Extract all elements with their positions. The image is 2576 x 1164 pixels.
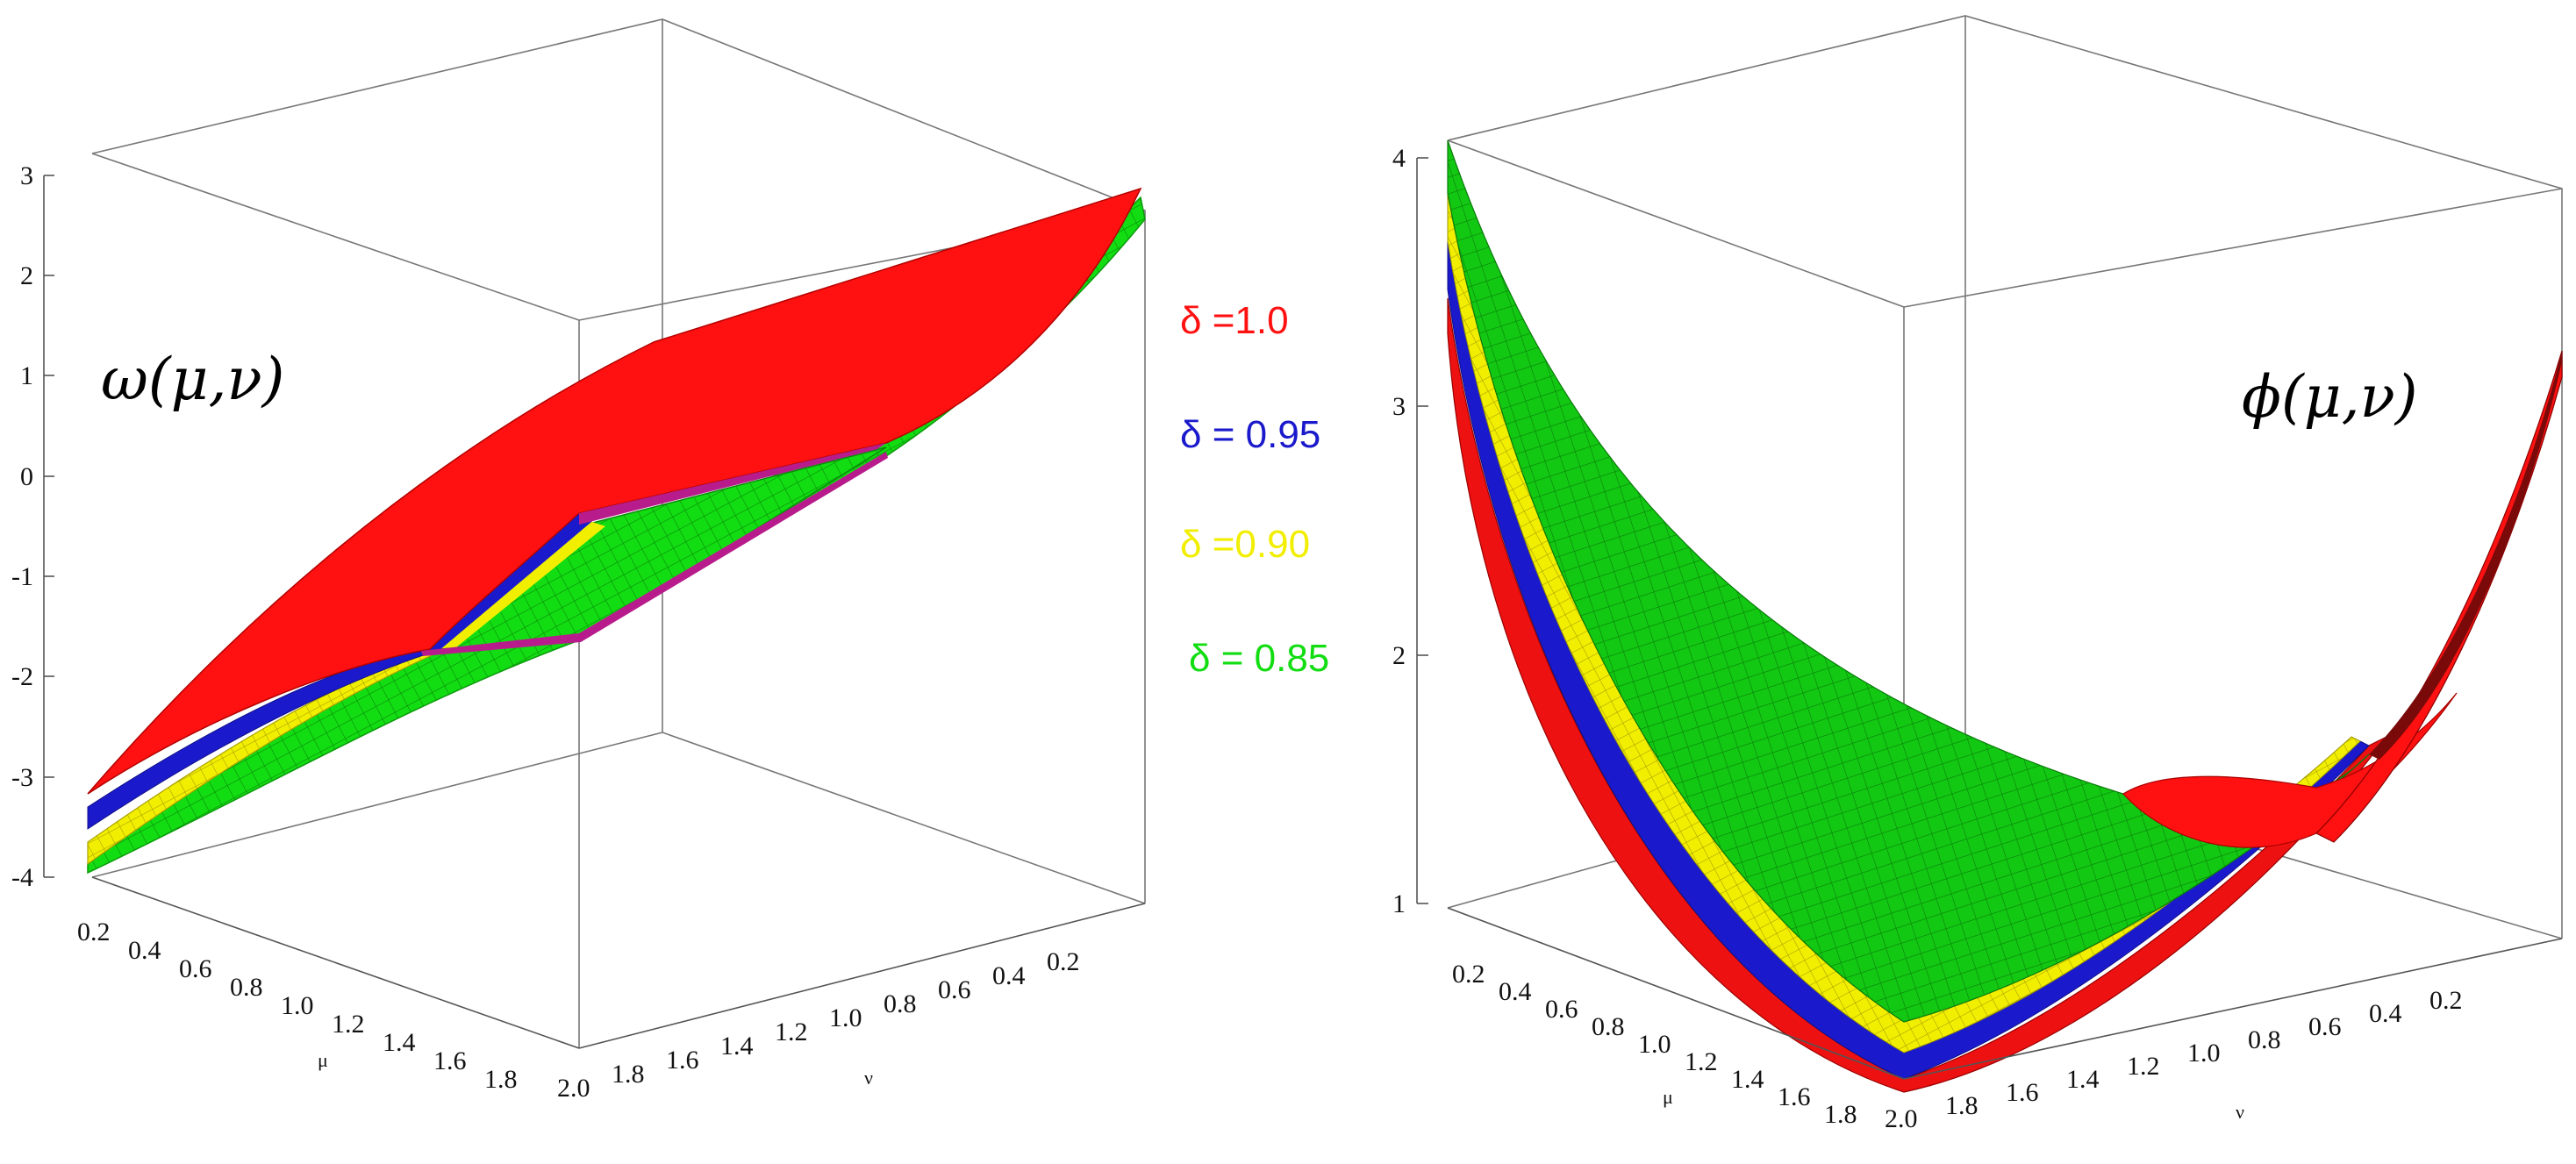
phi-mu-tick: 0.6 xyxy=(1545,995,1578,1024)
omega-nu-tick: 0.8 xyxy=(884,989,917,1018)
phi-mu-tick: 0.2 xyxy=(1452,960,1485,989)
omega-mu-tick: 1.8 xyxy=(484,1065,518,1094)
phi-surfaces xyxy=(1447,139,2563,1093)
omega-nu-tick: 1.2 xyxy=(775,1018,808,1046)
legend-entry-delta-0-95: δ = 0.95 xyxy=(1180,413,1320,456)
omega-mu-tick: 0.2 xyxy=(77,918,111,946)
omega-chart: 3 2 1 0 -1 -2 -3 -4 0.2 0.4 0.6 0.8 1.0 … xyxy=(11,18,1146,1103)
omega-nu-tick: 1.6 xyxy=(666,1046,699,1075)
phi-z-tick: 4 xyxy=(1392,144,1406,173)
omega-mu-tick: 0.4 xyxy=(128,936,161,965)
omega-z-tick: -4 xyxy=(11,863,33,892)
omega-mu-tick: 0.8 xyxy=(230,973,263,1002)
phi-mu-tick: 1.2 xyxy=(1685,1047,1718,1076)
legend-entry-delta-1-0: δ =1.0 xyxy=(1180,299,1289,342)
phi-nu-tick: 2.0 xyxy=(1885,1104,1918,1133)
omega-nu-tick: 0.2 xyxy=(1047,947,1080,976)
phi-nu-tick: 0.2 xyxy=(2429,986,2463,1015)
omega-nu-tick: 1.8 xyxy=(612,1060,645,1089)
omega-mu-tick: 1.6 xyxy=(433,1046,467,1075)
phi-mu-tick: 1.4 xyxy=(1731,1065,1764,1094)
omega-z-tick: -3 xyxy=(11,763,33,792)
omega-nu-tick: 1.0 xyxy=(829,1003,862,1032)
phi-nu-axis: 2.0 1.8 1.6 1.4 1.2 1.0 0.8 0.6 0.4 0.2 … xyxy=(1885,938,2563,1133)
omega-nu-tick: 2.0 xyxy=(557,1074,590,1103)
omega-z-axis: 3 2 1 0 -1 -2 -3 -4 xyxy=(11,161,54,892)
omega-z-tick: 3 xyxy=(20,161,33,190)
phi-z-tick: 2 xyxy=(1392,641,1406,670)
omega-nu-tick: 0.4 xyxy=(992,961,1026,990)
omega-surfaces xyxy=(87,187,1146,875)
phi-nu-tick: 1.0 xyxy=(2187,1039,2221,1068)
phi-nu-tick: 0.6 xyxy=(2308,1012,2342,1041)
phi-z-axis: 4 3 2 1 xyxy=(1392,144,1428,918)
omega-mu-tick: 1.0 xyxy=(281,991,314,1020)
phi-nu-tick: 1.2 xyxy=(2127,1052,2160,1081)
omega-z-tick: -1 xyxy=(11,562,33,591)
phi-nu-tick: 1.4 xyxy=(2066,1065,2100,1094)
phi-mu-axis: 0.2 0.4 0.6 0.8 1.0 1.2 1.4 1.6 1.8 μ xyxy=(1447,907,1905,1129)
omega-nu-tick: 0.6 xyxy=(938,975,971,1004)
phi-function-label: ϕ(μ,ν) xyxy=(2242,363,2417,431)
phi-z-tick: 3 xyxy=(1392,392,1406,421)
phi-nu-tick: 1.6 xyxy=(2006,1078,2039,1107)
phi-mu-tick: 1.0 xyxy=(1638,1030,1671,1059)
omega-nu-axis-label: ν xyxy=(864,1067,873,1089)
phi-mu-axis-label: μ xyxy=(1663,1086,1673,1108)
omega-z-tick: 0 xyxy=(20,462,33,491)
omega-function-label: ω(μ,ν) xyxy=(101,346,284,413)
phi-nu-tick: 0.8 xyxy=(2248,1025,2281,1054)
omega-mu-axis: 0.2 0.4 0.6 0.8 1.0 1.2 1.4 1.6 1.8 μ xyxy=(77,876,580,1094)
phi-chart: 4 3 2 1 0.2 0.4 0.6 0.8 1.0 1.2 1.4 1.6 … xyxy=(1392,15,2563,1133)
legend-entry-delta-0-90: δ =0.90 xyxy=(1180,523,1310,566)
omega-nu-axis: 2.0 1.8 1.6 1.4 1.2 1.0 0.8 0.6 0.4 0.2 … xyxy=(557,903,1146,1103)
omega-z-tick: 1 xyxy=(20,361,33,390)
phi-mu-tick: 1.8 xyxy=(1824,1100,1857,1129)
omega-z-tick: -2 xyxy=(11,662,33,691)
legend-entry-delta-0-85: δ = 0.85 xyxy=(1189,637,1329,680)
phi-z-tick: 1 xyxy=(1392,889,1406,918)
phi-nu-tick: 1.8 xyxy=(1945,1091,1979,1120)
phi-surface-red-patch xyxy=(2122,692,2458,848)
omega-mu-tick: 0.6 xyxy=(179,954,212,983)
omega-nu-tick: 1.4 xyxy=(720,1032,754,1060)
omega-mu-axis-label: μ xyxy=(318,1049,328,1071)
omega-z-tick: 2 xyxy=(20,261,33,290)
omega-surface-red xyxy=(87,187,1142,795)
phi-mu-tick: 0.4 xyxy=(1499,977,1532,1006)
phi-mu-tick: 0.8 xyxy=(1592,1012,1625,1041)
delta-legend: δ =1.0 δ = 0.95 δ =0.90 δ = 0.85 xyxy=(1180,299,1329,680)
phi-nu-axis-label: ν xyxy=(2236,1101,2244,1123)
phi-nu-tick: 0.4 xyxy=(2369,999,2402,1028)
phi-mu-tick: 1.6 xyxy=(1778,1082,1811,1111)
omega-red-edge-strip xyxy=(579,443,886,525)
omega-mu-tick: 1.2 xyxy=(332,1010,365,1039)
omega-mu-tick: 1.4 xyxy=(383,1028,416,1057)
